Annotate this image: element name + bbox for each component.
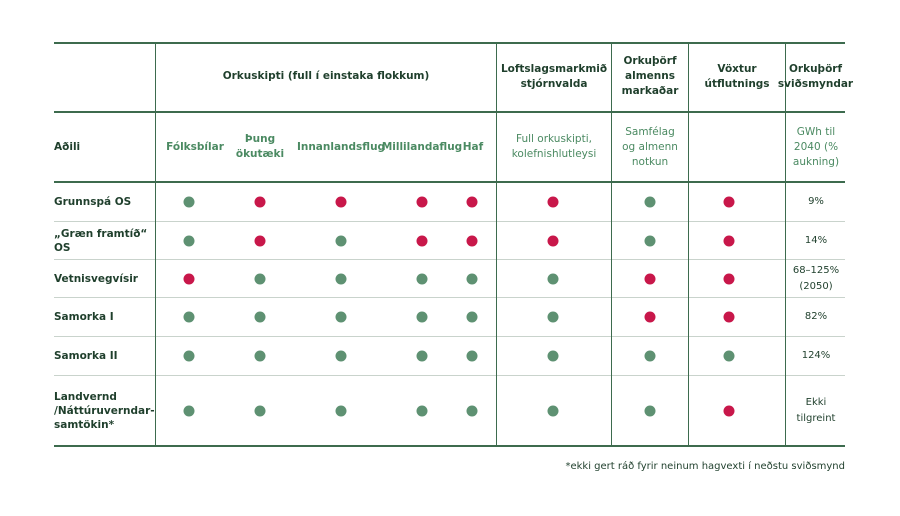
- header-rule: [54, 111, 845, 113]
- column-header-millilandaflug: Millilandaflug: [381, 140, 463, 153]
- green-dot-indicator: [183, 405, 195, 416]
- column-header-innanlandsflug: Innanlandsflug: [296, 140, 386, 153]
- column-header-full-orkuskipti: Full orkuskipti, kolefnishlutleysi: [511, 133, 597, 160]
- column-rule: [688, 42, 689, 447]
- green-dot-indicator: [183, 235, 195, 246]
- column-rule: [155, 42, 156, 447]
- green-dot-indicator: [183, 311, 195, 323]
- red-dot-indicator: [183, 273, 195, 284]
- row-value: 124%: [801, 350, 831, 361]
- column-rule: [611, 42, 612, 447]
- column-header-folksbilar: Fólksbílar: [166, 140, 224, 153]
- green-dot-indicator: [644, 235, 656, 246]
- column-header-gwh: GWh til 2040 (% aukning): [792, 125, 840, 168]
- green-dot-indicator: [335, 273, 347, 284]
- green-dot-indicator: [466, 405, 478, 416]
- green-dot-indicator: [644, 350, 656, 362]
- red-dot-indicator: [416, 196, 428, 208]
- red-dot-indicator: [644, 311, 656, 323]
- table-top-rule: [54, 42, 845, 44]
- red-dot-indicator: [466, 235, 478, 246]
- red-dot-indicator: [254, 235, 266, 246]
- red-dot-indicator: [723, 311, 735, 323]
- row-rule: [54, 336, 845, 337]
- green-dot-indicator: [254, 311, 266, 323]
- green-dot-indicator: [254, 350, 266, 362]
- red-dot-indicator: [254, 196, 266, 208]
- row-label: Samorka I: [54, 311, 114, 323]
- row-label: Grunnspá OS: [54, 196, 132, 208]
- row-rule: [54, 221, 845, 222]
- column-rule: [496, 42, 497, 447]
- green-dot-indicator: [416, 311, 428, 323]
- group-header-svidsmynd: Orkuþörf sviðsmyndar: [777, 62, 854, 90]
- column-header-adili: Aðili: [54, 141, 81, 153]
- row-label: Landvernd /Náttúruverndar-samtökin*: [54, 390, 155, 431]
- green-dot-indicator: [466, 311, 478, 323]
- green-dot-indicator: [466, 350, 478, 362]
- green-dot-indicator: [723, 350, 735, 362]
- row-rule: [54, 297, 845, 298]
- row-label: „Græn framtíð“ OS: [54, 227, 148, 254]
- green-dot-indicator: [416, 350, 428, 362]
- green-dot-indicator: [547, 311, 559, 323]
- red-dot-indicator: [416, 235, 428, 246]
- column-header-samfelag: Samfélag og almenn notkun: [622, 125, 678, 168]
- group-header-almenns: Orkuþörf almenns markaðar: [621, 55, 679, 97]
- green-dot-indicator: [183, 196, 195, 208]
- subheader-rule: [54, 181, 845, 183]
- green-dot-indicator: [335, 405, 347, 416]
- row-rule: [54, 375, 845, 376]
- green-dot-indicator: [547, 273, 559, 284]
- column-header-thung: Þung ökutæki: [235, 133, 285, 160]
- red-dot-indicator: [644, 273, 656, 284]
- green-dot-indicator: [335, 235, 347, 246]
- red-dot-indicator: [547, 196, 559, 208]
- row-value: 9%: [808, 196, 824, 207]
- red-dot-indicator: [723, 273, 735, 284]
- green-dot-indicator: [335, 350, 347, 362]
- red-dot-indicator: [466, 196, 478, 208]
- footnote: *ekki gert ráð fyrir neinum hagvexti í n…: [565, 461, 845, 472]
- green-dot-indicator: [644, 196, 656, 208]
- green-dot-indicator: [644, 405, 656, 416]
- green-dot-indicator: [183, 350, 195, 362]
- green-dot-indicator: [547, 405, 559, 416]
- green-dot-indicator: [547, 350, 559, 362]
- group-header-loftslag: Loftslagsmarkmið stjórnvalda: [500, 62, 608, 90]
- row-rule: [54, 259, 845, 260]
- column-header-haf: Haf: [462, 140, 484, 153]
- red-dot-indicator: [547, 235, 559, 246]
- row-value: Ekki tilgreint: [796, 396, 836, 424]
- column-rule: [785, 42, 786, 447]
- red-dot-indicator: [723, 405, 735, 416]
- row-label: Vetnisvegvísir: [54, 272, 138, 285]
- table-bottom-rule: [54, 445, 845, 447]
- green-dot-indicator: [466, 273, 478, 284]
- row-value: 68–125% (2050): [792, 264, 840, 292]
- green-dot-indicator: [416, 405, 428, 416]
- red-dot-indicator: [723, 196, 735, 208]
- row-value: 82%: [804, 311, 828, 322]
- group-header-voxtur: Vöxtur útflutnings: [704, 62, 770, 90]
- green-dot-indicator: [335, 311, 347, 323]
- row-value: 14%: [804, 234, 828, 246]
- red-dot-indicator: [335, 196, 347, 208]
- red-dot-indicator: [723, 235, 735, 246]
- row-label: Samorka II: [54, 350, 118, 362]
- group-header-orkuskipti: Orkuskipti (full í einstaka flokkum): [222, 70, 430, 82]
- green-dot-indicator: [416, 273, 428, 284]
- green-dot-indicator: [254, 405, 266, 416]
- scenario-table: Orkuskipti (full í einstaka flokkum) Lof…: [54, 42, 854, 447]
- green-dot-indicator: [254, 273, 266, 284]
